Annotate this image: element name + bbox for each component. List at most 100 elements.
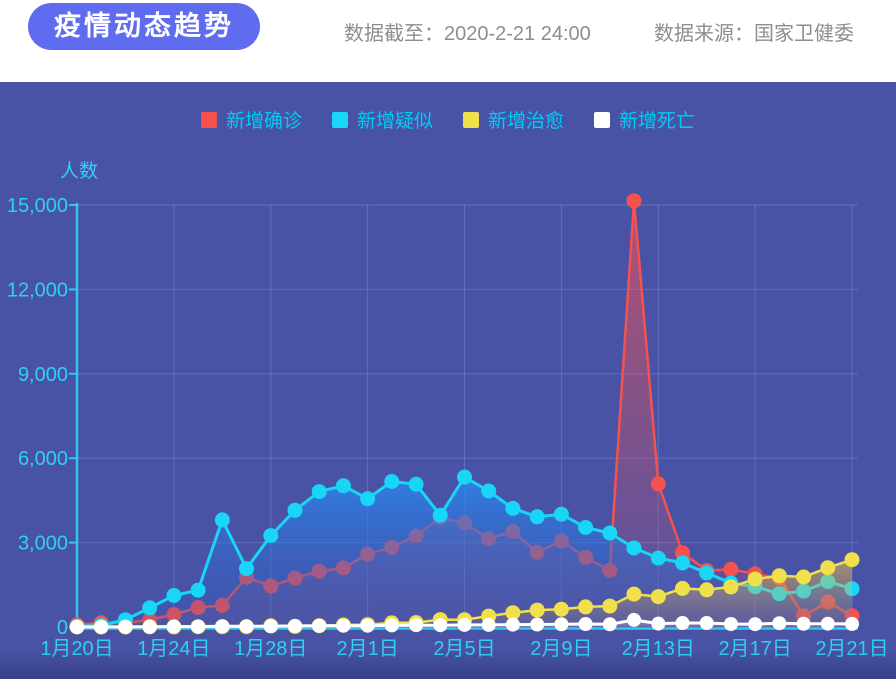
dot-cured[interactable] <box>747 571 763 587</box>
dot-cured[interactable] <box>820 560 836 576</box>
dot-cured[interactable] <box>650 589 666 605</box>
legend-label-cured: 新增治愈 <box>488 111 565 132</box>
dot-deaths[interactable] <box>602 617 617 632</box>
dot-deaths[interactable] <box>772 616 787 631</box>
dot-deaths[interactable] <box>312 618 327 633</box>
dot-deaths[interactable] <box>845 616 859 631</box>
dot-suspected[interactable] <box>384 474 400 489</box>
dot-deaths[interactable] <box>699 616 714 630</box>
dot-deaths[interactable] <box>239 619 254 634</box>
dot-suspected[interactable] <box>408 476 424 492</box>
legend-swatch-confirmed <box>200 111 217 128</box>
y-tick-label: 12,000 <box>7 279 68 301</box>
dot-cured[interactable] <box>723 579 739 595</box>
x-tick-label: 2月17日 <box>718 638 791 660</box>
dot-cured[interactable] <box>553 601 569 617</box>
dot-suspected[interactable] <box>553 506 569 522</box>
dot-suspected[interactable] <box>142 600 158 616</box>
dot-suspected[interactable] <box>578 520 594 535</box>
dot-deaths[interactable] <box>651 616 666 631</box>
dot-suspected[interactable] <box>263 528 279 544</box>
dot-cured[interactable] <box>844 552 860 568</box>
dot-deaths[interactable] <box>360 618 375 633</box>
dot-deaths[interactable] <box>142 619 157 634</box>
dot-deaths[interactable] <box>409 618 424 633</box>
dot-deaths[interactable] <box>820 616 835 631</box>
dot-suspected[interactable] <box>360 491 376 507</box>
dot-suspected[interactable] <box>505 500 521 516</box>
dot-suspected[interactable] <box>602 525 618 541</box>
dot-cured[interactable] <box>602 598 618 614</box>
area-cured <box>77 559 852 627</box>
legend-label-suspected: 新增疑似 <box>356 111 433 132</box>
dot-deaths[interactable] <box>215 619 230 634</box>
dot-suspected[interactable] <box>675 555 690 571</box>
dot-deaths[interactable] <box>578 617 593 631</box>
legend-item-suspected[interactable]: 新增疑似 <box>331 106 433 133</box>
dot-deaths[interactable] <box>336 618 351 633</box>
legend-item-confirmed[interactable]: 新增确诊 <box>200 106 302 133</box>
x-tick-label: 1月20日 <box>40 638 113 660</box>
dot-confirmed[interactable] <box>626 193 642 209</box>
legend-item-cured[interactable]: 新增治愈 <box>463 106 564 133</box>
page-title: 疫情动态趋势 <box>28 3 260 50</box>
dot-deaths[interactable] <box>723 617 738 631</box>
area-confirmed <box>77 200 852 627</box>
dot-suspected[interactable] <box>239 561 254 577</box>
dot-deaths[interactable] <box>457 617 472 632</box>
dot-deaths[interactable] <box>118 619 133 634</box>
dot-deaths[interactable] <box>384 618 399 633</box>
chart-panel: 0 3,000 6,000 9,000 12,000 15,000 1月20日 1月24日 1月… <box>0 82 896 679</box>
dot-suspected[interactable] <box>457 469 472 485</box>
dot-deaths[interactable] <box>433 618 448 633</box>
x-tick-label: 2月1日 <box>337 638 399 660</box>
dot-deaths[interactable] <box>505 617 520 632</box>
header: 疫情动态趋势 数据截至：2020-2-21 24:00 数据来源：国家卫健委 <box>0 0 896 82</box>
y-tick-label: 15,000 <box>7 195 68 217</box>
x-tick-label: 1月24日 <box>137 638 210 660</box>
dot-cured[interactable] <box>529 602 545 618</box>
dot-confirmed[interactable] <box>650 476 666 492</box>
legend: 新增确诊 新增疑似 新增治愈 新增死亡 <box>0 106 896 133</box>
dot-suspected[interactable] <box>650 550 666 566</box>
y-tick-label: 9,000 <box>18 364 68 386</box>
dot-suspected[interactable] <box>311 484 327 500</box>
dot-suspected[interactable] <box>626 540 642 556</box>
dot-cured[interactable] <box>699 582 715 598</box>
dot-deaths[interactable] <box>554 617 569 632</box>
dot-cured[interactable] <box>796 569 812 585</box>
dot-suspected[interactable] <box>529 509 545 525</box>
dot-deaths[interactable] <box>70 620 84 634</box>
dot-deaths[interactable] <box>94 619 109 634</box>
y-tick-label: 6,000 <box>18 448 68 470</box>
dot-deaths[interactable] <box>675 616 690 630</box>
dot-suspected[interactable] <box>214 512 230 528</box>
dot-cured[interactable] <box>578 599 594 615</box>
dot-deaths[interactable] <box>191 619 206 634</box>
dot-deaths[interactable] <box>748 617 763 632</box>
legend-item-deaths[interactable]: 新增死亡 <box>594 106 695 133</box>
dot-cured[interactable] <box>626 586 642 602</box>
dot-suspected[interactable] <box>190 582 206 598</box>
dot-cured[interactable] <box>505 605 521 621</box>
dot-deaths[interactable] <box>288 618 302 633</box>
dot-suspected[interactable] <box>699 565 715 581</box>
dot-cured[interactable] <box>771 568 787 584</box>
dot-deaths[interactable] <box>263 619 278 634</box>
x-tick-label: 2月21日 <box>815 638 888 660</box>
x-tick-label: 2月13日 <box>622 638 695 660</box>
dot-cured[interactable] <box>675 580 690 596</box>
dot-suspected[interactable] <box>166 588 182 603</box>
dot-suspected[interactable] <box>335 478 351 494</box>
dot-suspected[interactable] <box>287 502 303 518</box>
dot-deaths[interactable] <box>627 612 641 627</box>
dot-suspected[interactable] <box>481 483 497 499</box>
dot-deaths[interactable] <box>796 616 811 631</box>
dot-deaths[interactable] <box>481 617 496 632</box>
data-source-text: 数据来源：国家卫健委 <box>654 23 854 45</box>
dot-deaths[interactable] <box>166 619 181 634</box>
dot-suspected[interactable] <box>432 507 448 523</box>
dot-confirmed[interactable] <box>723 561 739 577</box>
dot-deaths[interactable] <box>530 617 545 632</box>
